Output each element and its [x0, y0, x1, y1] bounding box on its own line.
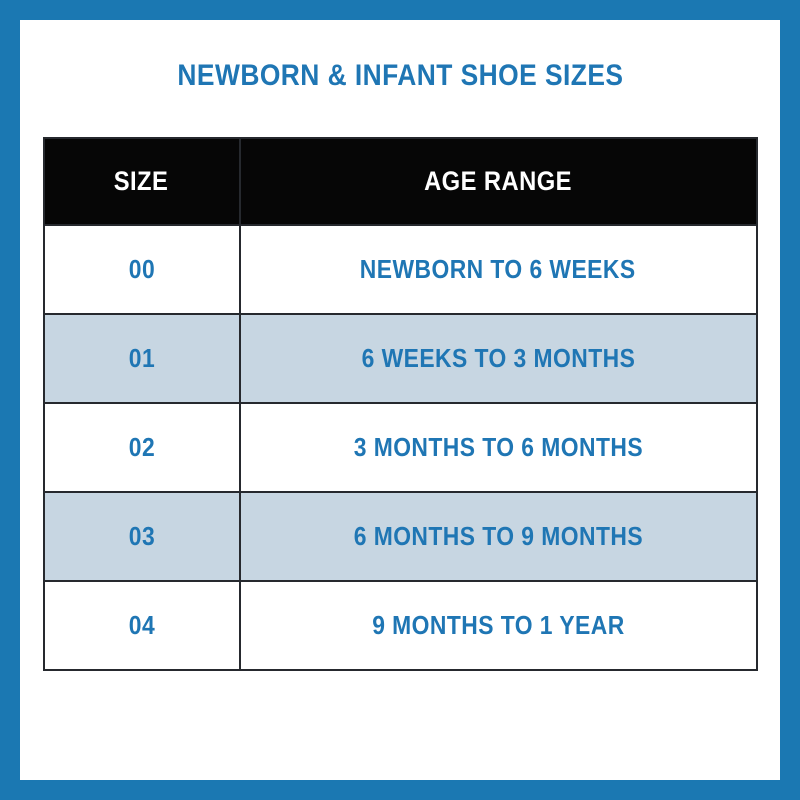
- age-range-cell: 6 MONTHS TO 9 MONTHS: [238, 491, 758, 582]
- age-range-value: 6 MONTHS TO 9 MONTHS: [353, 521, 643, 551]
- size-cell: 00: [42, 224, 241, 315]
- table-row: 02 3 MONTHS TO 6 MONTHS: [42, 402, 758, 493]
- page-title-text: NEWBORN & INFANT SHOE SIZES: [176, 59, 624, 92]
- age-range-cell: 6 WEEKS TO 3 MONTHS: [238, 313, 758, 404]
- header-cell-age-range: AGE RANGE: [238, 137, 758, 226]
- age-range-value: 6 WEEKS TO 3 MONTHS: [361, 343, 635, 373]
- table-body: 00 NEWBORN TO 6 WEEKS 01 6 WEEKS TO 3 MONTH…: [42, 224, 758, 671]
- table-row: 00 NEWBORN TO 6 WEEKS: [42, 224, 758, 315]
- size-cell: 03: [42, 491, 241, 582]
- size-cell: 02: [42, 402, 241, 493]
- table-row: 04 9 MONTHS TO 1 YEAR: [42, 580, 758, 671]
- age-range-cell: 3 MONTHS TO 6 MONTHS: [238, 402, 758, 493]
- size-cell: 01: [42, 313, 241, 404]
- size-value: 01: [128, 343, 155, 373]
- age-range-cell: NEWBORN TO 6 WEEKS: [238, 224, 758, 315]
- size-cell: 04: [42, 580, 241, 671]
- size-value: 04: [128, 610, 155, 640]
- header-age-range-label: AGE RANGE: [424, 166, 572, 196]
- age-range-value: NEWBORN TO 6 WEEKS: [360, 254, 636, 284]
- age-range-value: 9 MONTHS TO 1 YEAR: [371, 610, 625, 640]
- age-range-value: 3 MONTHS TO 6 MONTHS: [353, 432, 643, 462]
- age-range-cell: 9 MONTHS TO 1 YEAR: [238, 580, 758, 671]
- header-cell-size: SIZE: [42, 137, 241, 226]
- size-value: 00: [128, 254, 155, 284]
- size-value: 03: [128, 521, 155, 551]
- header-size-label: SIZE: [114, 166, 169, 196]
- table-row: 03 6 MONTHS TO 9 MONTHS: [42, 491, 758, 582]
- shoe-size-table: SIZE AGE RANGE 00 NEWBORN TO 6 WEEKS 01 6 W…: [42, 137, 758, 671]
- page: NEWBORN & INFANT SHOE SIZES SIZE AGE RAN…: [20, 20, 780, 780]
- size-value: 02: [128, 432, 155, 462]
- table-header-row: SIZE AGE RANGE: [42, 137, 758, 226]
- page-title: NEWBORN & INFANT SHOE SIZES: [20, 20, 780, 94]
- table-row: 01 6 WEEKS TO 3 MONTHS: [42, 313, 758, 404]
- table-header: SIZE AGE RANGE: [42, 137, 758, 226]
